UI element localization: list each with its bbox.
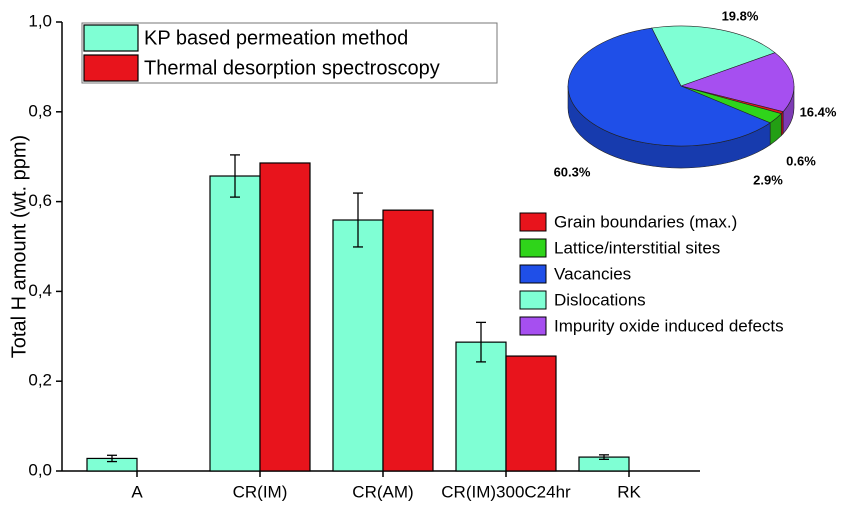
error-bar (599, 454, 609, 460)
pie-slice (567, 27, 771, 147)
legend-swatch (519, 316, 547, 336)
pie-value-label: 60.3% (554, 164, 591, 179)
error-bar (353, 192, 363, 248)
pie-value-label: 0.6% (786, 153, 816, 168)
bar (259, 162, 311, 472)
error-bar (230, 154, 240, 198)
y-tick-label: 0,4 (28, 281, 52, 300)
x-tick-label: CR(IM)300C24hr (441, 482, 571, 501)
legend-label: KP based permeation method (144, 27, 408, 49)
pie-slice (679, 52, 795, 112)
legend-label: Vacancies (554, 264, 631, 283)
y-axis-label: Total H amount (wt. ppm) (8, 135, 30, 358)
legend-swatch (519, 264, 547, 284)
x-tick-label: A (131, 482, 143, 501)
pie-value-label: 19.8% (722, 8, 759, 23)
pie-value-label: 2.9% (753, 172, 783, 187)
x-tick-label: CR(IM) (233, 482, 288, 501)
y-tick-label: 0,0 (28, 460, 52, 479)
error-bar (476, 321, 486, 363)
legend-swatch (519, 238, 547, 258)
legend-label: Lattice/interstitial sites (554, 238, 720, 257)
bar (382, 209, 434, 472)
y-tick-label: 0,8 (28, 101, 52, 120)
y-tick-label: 1,0 (28, 11, 52, 30)
y-tick-label: 0,2 (28, 371, 52, 390)
error-bar (107, 454, 117, 463)
bar (209, 175, 261, 472)
x-tick-label: CR(AM) (352, 482, 413, 501)
pie-slice (651, 25, 776, 87)
legend-box (81, 22, 498, 84)
legend-swatch (83, 24, 139, 52)
y-tick-label: 0,6 (28, 191, 52, 210)
legend-label: Grain boundaries (max.) (554, 212, 737, 231)
bar (505, 355, 557, 472)
legend-label: Thermal desorption spectroscopy (144, 57, 440, 79)
legend-swatch (519, 212, 547, 232)
pie-value-label: 16.4% (800, 104, 837, 119)
legend-swatch (519, 290, 547, 310)
legend-label: Impurity oxide induced defects (554, 316, 784, 335)
bar (332, 219, 384, 472)
bar (455, 341, 507, 472)
legend-swatch (83, 54, 139, 82)
legend-label: Dislocations (554, 290, 646, 309)
x-tick-label: RK (617, 482, 641, 501)
